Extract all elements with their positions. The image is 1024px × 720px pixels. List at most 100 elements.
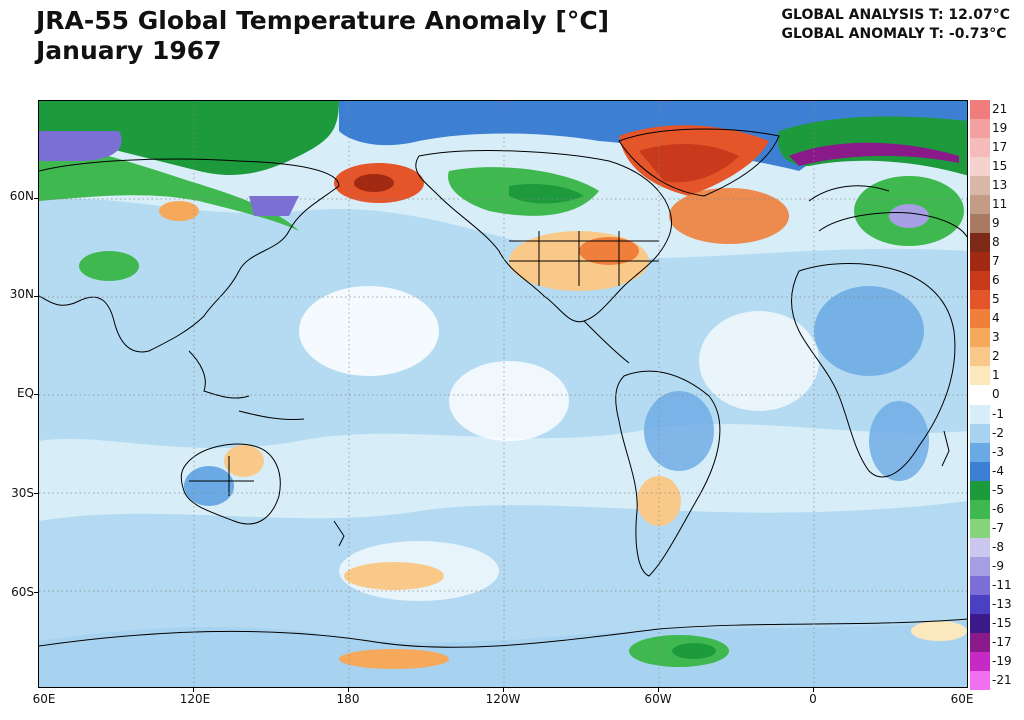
legend-row: 2 [970, 347, 1020, 367]
legend-label: -15 [992, 615, 1012, 630]
legend-row: -11 [970, 575, 1020, 595]
legend-label: -5 [992, 482, 1004, 497]
legend-swatch [970, 575, 990, 595]
legend-row: 3 [970, 328, 1020, 348]
legend-row: -5 [970, 480, 1020, 500]
lat-label-60n: 60N [9, 189, 34, 203]
legend-label: 21 [992, 102, 1008, 116]
legend-label: 15 [992, 159, 1008, 174]
legend-row: 5 [970, 290, 1020, 310]
legend-swatch [970, 309, 990, 329]
legend-row: -7 [970, 518, 1020, 538]
legend-swatch [970, 670, 990, 690]
anomaly-field [39, 101, 967, 687]
legend-label: -1 [992, 406, 1004, 421]
legend-label: 0 [992, 387, 1000, 402]
legend-swatch [970, 537, 990, 557]
legend-swatch [970, 138, 990, 158]
legend-row: 19 [970, 119, 1020, 139]
lat-tick-30n [34, 296, 38, 297]
lat-tick-eq [34, 394, 38, 395]
lon-label-60e-left: 60E [32, 692, 56, 706]
legend-label: 3 [992, 330, 1000, 345]
legend-label: -17 [992, 634, 1012, 649]
legend-swatch [970, 385, 990, 405]
legend-label: 8 [992, 235, 1000, 250]
legend-label: -4 [992, 463, 1004, 478]
legend-label: 4 [992, 311, 1000, 326]
legend-label: 7 [992, 254, 1000, 269]
legend-label: 5 [992, 292, 1000, 307]
lon-tick-0 [813, 688, 814, 692]
legend-label: 13 [992, 178, 1008, 193]
legend-swatch [970, 271, 990, 291]
legend-row: -8 [970, 537, 1020, 557]
legend-swatch [970, 328, 990, 348]
legend-row: 15 [970, 157, 1020, 177]
legend-row: -6 [970, 499, 1020, 519]
lon-label-60w: 60W [644, 692, 672, 706]
lat-label-30n: 30N [9, 287, 34, 301]
legend-swatch [970, 119, 990, 139]
legend-label: -11 [992, 577, 1012, 592]
legend-swatch [970, 651, 990, 671]
legend-label: -9 [992, 558, 1004, 573]
legend-swatch [970, 214, 990, 234]
lon-label-180: 180 [336, 692, 360, 706]
legend-row: -15 [970, 613, 1020, 633]
legend-label: 9 [992, 216, 1000, 231]
legend-swatch [970, 195, 990, 215]
legend-row: -1 [970, 404, 1020, 424]
legend-swatch [970, 157, 990, 177]
legend-swatch [970, 480, 990, 500]
anomaly-map [38, 100, 968, 688]
title-line-1: JRA-55 Global Temperature Anomaly [°C] [36, 6, 610, 35]
lon-label-120e: 120E [179, 692, 211, 706]
lon-tick-120w [503, 688, 504, 692]
color-legend: 21 19 17 15 13 11 9 8 7 6 5 4 3 2 1 0 -1 -2 -3 -4 -5 -6 -7 -8 -9… [970, 100, 1020, 690]
lon-label-60e-right: 60E [950, 692, 974, 706]
legend-row: 17 [970, 138, 1020, 158]
legend-row: 11 [970, 195, 1020, 215]
legend-row: -9 [970, 556, 1020, 576]
legend-row: 1 [970, 366, 1020, 386]
legend-label: -21 [992, 672, 1012, 687]
legend-swatch [970, 366, 990, 386]
legend-swatch [970, 100, 990, 120]
legend-label: 19 [992, 121, 1008, 136]
lat-tick-60s [34, 592, 38, 593]
lon-tick-180 [348, 688, 349, 692]
legend-row: -13 [970, 594, 1020, 614]
legend-row: -2 [970, 423, 1020, 443]
title-line-2: January 1967 [36, 36, 222, 65]
legend-label: 2 [992, 349, 1000, 364]
lon-label-120w: 120W [485, 692, 521, 706]
legend-swatch [970, 347, 990, 367]
legend-label: -8 [992, 539, 1004, 554]
legend-label: 17 [992, 140, 1008, 155]
lat-tick-60n [34, 198, 38, 199]
global-anomaly-label: GLOBAL ANOMALY T: -0.73°C [781, 26, 1007, 42]
lon-label-0: 0 [809, 692, 817, 706]
legend-swatch [970, 499, 990, 519]
legend-row: 0 [970, 385, 1020, 405]
legend-swatch [970, 290, 990, 310]
legend-row: -3 [970, 442, 1020, 462]
legend-row: 7 [970, 252, 1020, 272]
lon-tick-120e [193, 688, 194, 692]
legend-swatch [970, 556, 990, 576]
legend-swatch [970, 632, 990, 652]
lon-tick-60w [658, 688, 659, 692]
legend-swatch [970, 233, 990, 253]
legend-label: 1 [992, 368, 1000, 383]
legend-swatch [970, 594, 990, 614]
legend-label: -7 [992, 520, 1004, 535]
legend-swatch [970, 423, 990, 443]
global-analysis-label: GLOBAL ANALYSIS T: 12.07°C [781, 7, 1010, 23]
map-title: JRA-55 Global Temperature Anomaly [°C] J… [36, 6, 609, 66]
lat-tick-30s [34, 493, 38, 494]
legend-label: -13 [992, 596, 1012, 611]
legend-swatch [970, 442, 990, 462]
legend-label: -3 [992, 444, 1004, 459]
legend-row: 21 [970, 100, 1020, 120]
